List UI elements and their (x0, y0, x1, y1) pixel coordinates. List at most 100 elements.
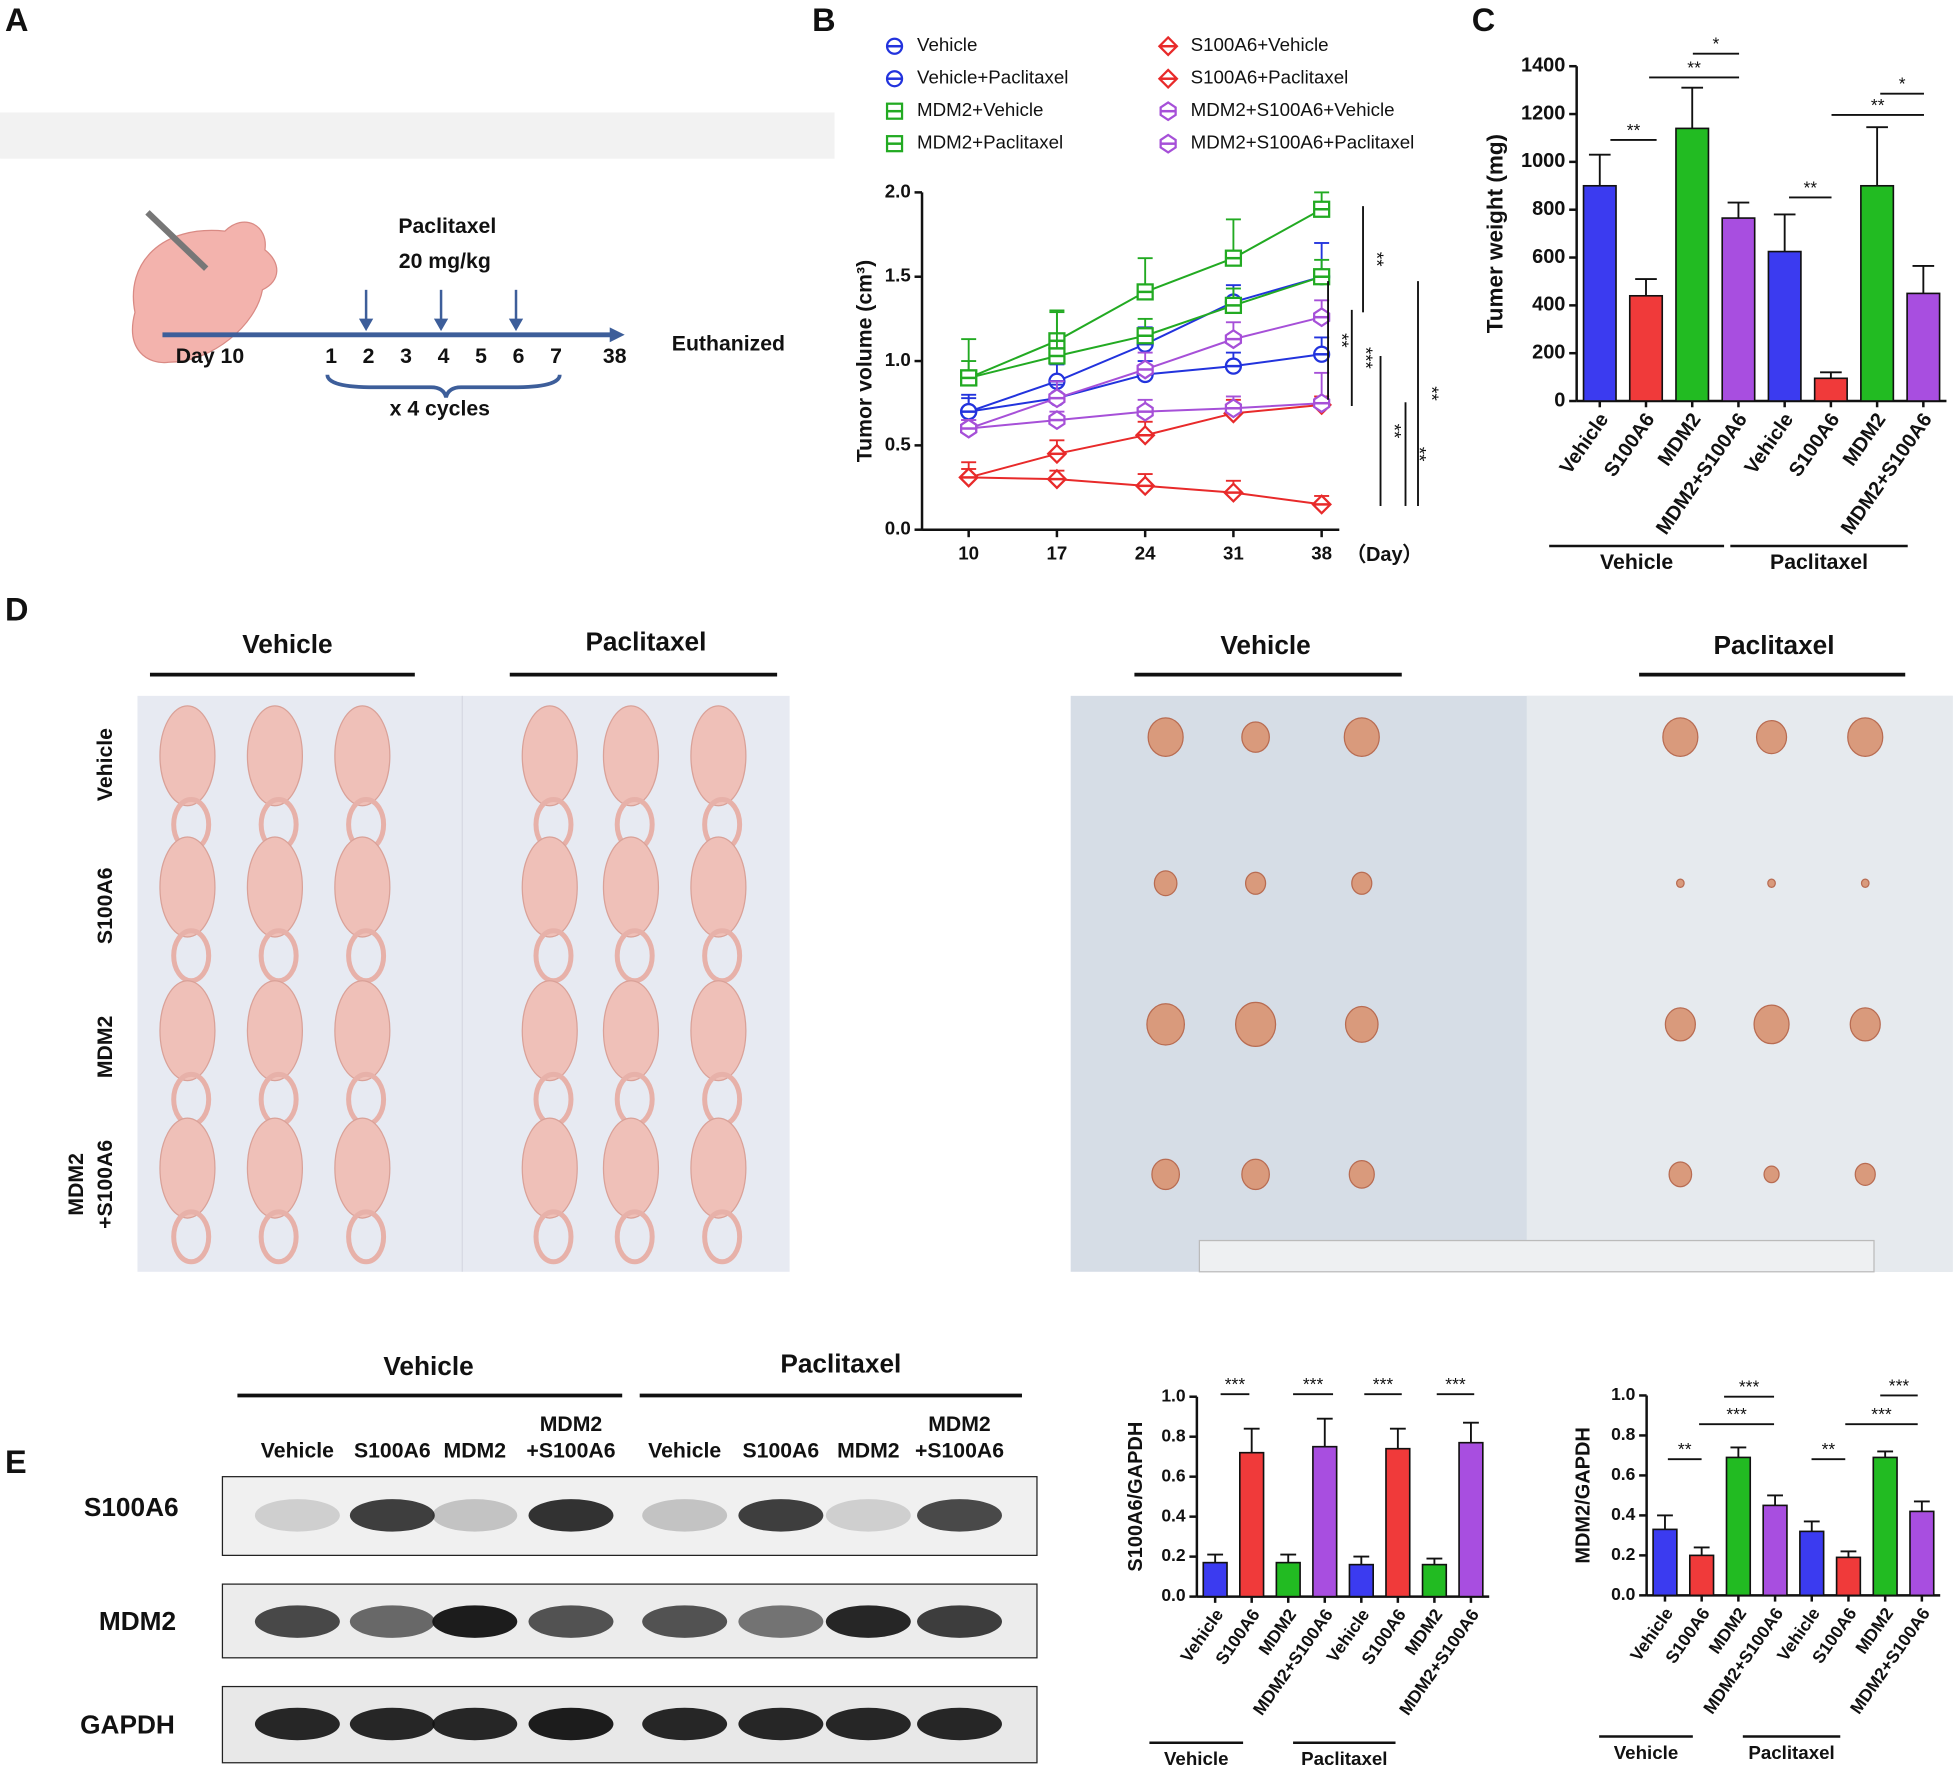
syringe (145, 210, 209, 271)
bar (1628, 294, 1664, 402)
mouse (159, 836, 216, 938)
mouse-tail (614, 1209, 655, 1265)
band (528, 1499, 614, 1532)
band (432, 1499, 518, 1532)
y-tick-label: 0.8 (1161, 1425, 1186, 1445)
significance-label: ** (1687, 57, 1701, 77)
blot-label: GAPDH (80, 1709, 175, 1739)
column-header: Paclitaxel (585, 626, 706, 656)
column-header: Paclitaxel (1714, 630, 1835, 660)
y-tick-label: 1000 (1521, 150, 1565, 172)
significance-label: ** (1822, 1439, 1836, 1459)
bar (1582, 184, 1617, 402)
tumor (1854, 1162, 1876, 1186)
tumor (1763, 1165, 1780, 1184)
mouse (521, 836, 578, 938)
group-label: Paclitaxel (1748, 1742, 1834, 1763)
band (738, 1605, 824, 1638)
bar (1275, 1561, 1301, 1598)
mouse (690, 705, 747, 807)
mouse (159, 705, 216, 807)
mouse-tail (258, 1209, 299, 1265)
lane-label: MDM2 (928, 1413, 990, 1436)
band (642, 1499, 728, 1532)
blot-header: Paclitaxel (780, 1348, 901, 1378)
significance-label: *** (1355, 347, 1376, 369)
lane-labels: Vehicle S100A6 MDM2 MDM2 +S100A6 Vehicle S100A… (261, 1413, 1004, 1462)
mouse (602, 980, 660, 1082)
bar (1813, 377, 1848, 402)
group-label: Vehicle (1614, 1742, 1679, 1763)
mouse (690, 1117, 747, 1219)
band (254, 1605, 340, 1638)
tumor (1847, 717, 1884, 757)
day: 2 (363, 345, 375, 368)
tumors (1146, 717, 1884, 1191)
mouse (246, 1117, 304, 1219)
lane-label: MDM2 (540, 1413, 602, 1436)
y-axis-label: Tumer weight (mg) (1483, 134, 1508, 333)
mouse (334, 705, 391, 807)
band (432, 1707, 518, 1741)
tumor (1153, 870, 1178, 897)
y-tick-label: 200 (1532, 341, 1565, 363)
y-tick-label: 1.0 (1161, 1385, 1185, 1405)
mouse (602, 1117, 660, 1219)
band (254, 1499, 340, 1532)
tumor (1241, 721, 1270, 753)
panel-letter: B (812, 2, 835, 38)
significance-label: *** (1871, 1404, 1892, 1424)
y-axis-label: S100A6/GAPDH (1125, 1422, 1147, 1572)
panel-e-blot: Vehicle Paclitaxel Vehicle S100A6 MDM2 MDM2… (80, 1348, 1038, 1764)
mouse-icon (131, 221, 278, 364)
tumor (1146, 1003, 1186, 1046)
y-tick-label: 0.6 (1161, 1465, 1186, 1485)
band (432, 1605, 518, 1638)
significance-label: ** (1409, 447, 1430, 462)
row-label: +S100A6 (94, 1140, 117, 1229)
blot (221, 1685, 1038, 1764)
x-tick-label: 38 (1311, 543, 1332, 564)
significance-label: ** (1871, 95, 1885, 115)
legend-label: MDM2+Paclitaxel (917, 132, 1063, 153)
tumor (1755, 719, 1788, 755)
ruler (1198, 1239, 1875, 1273)
legend-label: MDM2+S100A6+Vehicle (1191, 99, 1395, 120)
mouse (602, 705, 660, 807)
significance-label: ** (1627, 120, 1641, 140)
band (825, 1605, 911, 1638)
x-axis-unit: （Day） (1346, 543, 1423, 566)
y-tick-label: 400 (1532, 294, 1565, 316)
bar (1872, 1456, 1898, 1597)
significance-label: *** (1373, 1374, 1394, 1394)
group-label: Paclitaxel (1770, 551, 1868, 574)
blot-header: Vehicle (383, 1351, 473, 1381)
group-label: Vehicle (1600, 551, 1673, 574)
band (254, 1707, 340, 1741)
group-label: Paclitaxel (1301, 1748, 1387, 1769)
lane-label: Vehicle (261, 1439, 334, 1462)
blot (221, 1583, 1038, 1659)
lane-label: MDM2 (444, 1439, 506, 1462)
mouse (246, 705, 304, 807)
significance-label: *** (1739, 1377, 1760, 1397)
panel-a: Paclitaxel 20 mg/kg Day 10 1 2 3 4 5 6 7… (0, 112, 835, 420)
band (642, 1707, 728, 1741)
mouse-tail (702, 1209, 743, 1265)
bar (1860, 184, 1895, 402)
lane-label: S100A6 (354, 1439, 431, 1462)
significance-label: ** (1367, 252, 1388, 267)
y-tick-label: 0.2 (1611, 1544, 1636, 1564)
day: 3 (400, 345, 412, 368)
tumor (1241, 1158, 1270, 1191)
mouse (521, 1117, 578, 1219)
row-label: S100A6 (94, 867, 117, 944)
bar (1835, 1556, 1862, 1597)
y-tick-label: 0.2 (1161, 1545, 1186, 1565)
tumor (1348, 1159, 1375, 1189)
bar (1202, 1561, 1228, 1598)
blot (221, 1476, 1038, 1556)
y-tick-label: 2.0 (885, 180, 911, 201)
legend-label: MDM2+Vehicle (917, 99, 1043, 120)
x-tick-label: 10 (958, 543, 979, 564)
